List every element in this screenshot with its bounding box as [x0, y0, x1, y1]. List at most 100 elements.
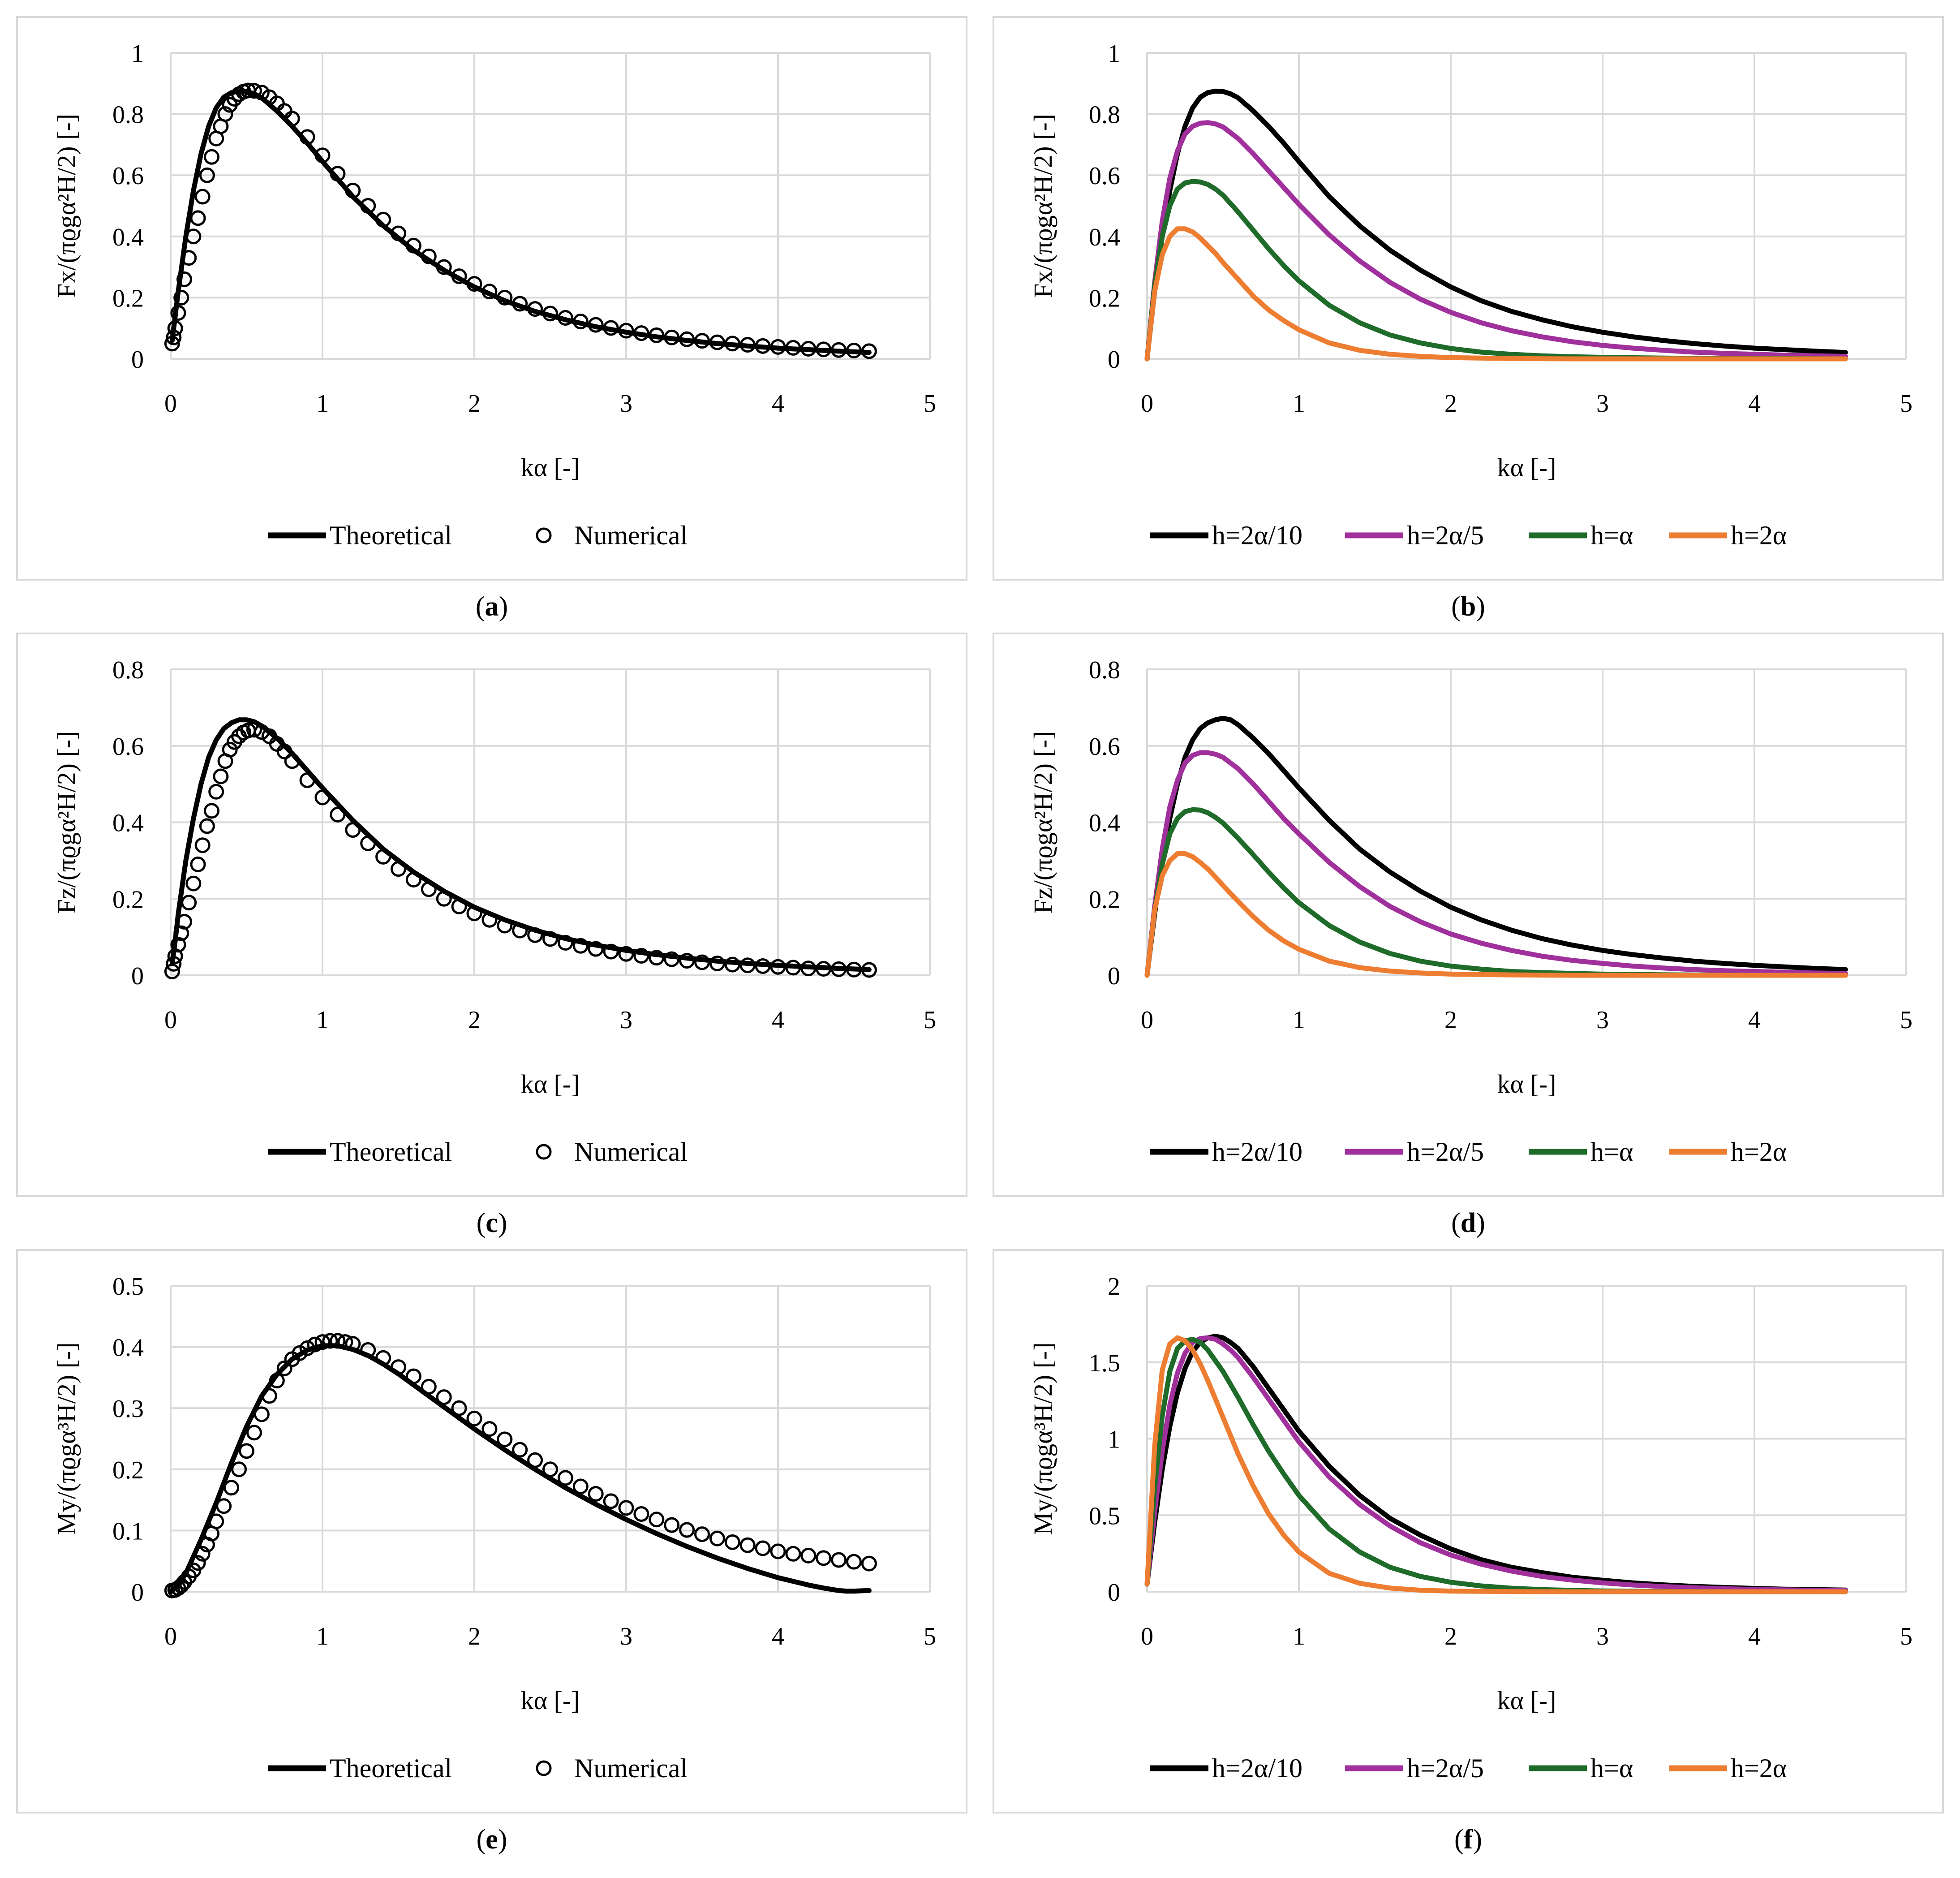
legend-item-h-2--label: h=2α — [1731, 521, 1787, 550]
data-point-numerical — [724, 336, 740, 352]
y-tick-label: 0.8 — [1089, 101, 1120, 129]
chart-panel-d: 0 1 2 3 4 5 0 0.2 0.4 0.6 0.8 kα [-] Fz/(πϱgα²H/2) [… — [993, 633, 1944, 1238]
data-point-numerical — [588, 941, 604, 957]
data-point-numerical — [588, 317, 604, 333]
data-point-numerical — [224, 1480, 240, 1496]
y-tick-label: 1 — [131, 40, 144, 68]
legend-item-h--label: h=α — [1590, 521, 1633, 550]
data-point-numerical — [770, 959, 786, 975]
data-point-numerical — [649, 1512, 665, 1528]
data-point-numerical — [299, 129, 315, 145]
data-point-numerical — [816, 1550, 832, 1566]
data-point-numerical — [572, 938, 589, 954]
y-tick-label: 0.6 — [1089, 162, 1120, 190]
data-point-numerical — [185, 228, 202, 245]
data-point-numerical — [481, 1421, 498, 1437]
legend-item-h-2-10-label: h=2α/10 — [1212, 521, 1302, 550]
y-tick-label: 0.2 — [112, 1456, 144, 1484]
legend-item-h-2-10-label: h=2α/10 — [1212, 1753, 1302, 1783]
x-tick-label: 4 — [772, 1006, 784, 1034]
data-point-numerical — [497, 1431, 513, 1447]
data-point-numerical — [664, 951, 680, 967]
data-point-numerical — [222, 741, 238, 758]
data-point-numerical — [436, 1389, 452, 1405]
y-tick-label: 0.8 — [112, 101, 144, 129]
data-point-numerical — [831, 342, 847, 358]
data-point-numerical — [846, 1554, 862, 1570]
data-point-numerical — [846, 343, 862, 359]
series-group — [1144, 88, 1848, 362]
data-point-numerical — [770, 339, 786, 355]
data-point-numerical — [436, 259, 452, 275]
data-point-numerical — [166, 329, 182, 345]
panel-caption: (a) — [476, 591, 508, 622]
data-point-numerical — [217, 106, 233, 122]
y-tick-label: 0.4 — [112, 224, 144, 251]
x-tick-label: 5 — [1900, 390, 1913, 418]
y-tick-label: 0.4 — [1089, 224, 1120, 251]
legend-item-theoretical-label: Theoretical — [330, 521, 452, 550]
data-point-numerical — [527, 927, 543, 943]
data-point-numerical — [391, 861, 406, 877]
data-point-numerical — [557, 935, 573, 951]
data-point-numerical — [694, 1526, 710, 1542]
y-tick-label: 0.2 — [112, 886, 144, 913]
data-point-numerical — [360, 835, 376, 851]
data-point-numerical — [199, 167, 215, 183]
panel-caption: (d) — [1451, 1208, 1485, 1238]
x-tick-label: 1 — [1293, 1006, 1305, 1034]
data-point-numerical — [572, 1478, 589, 1495]
y-tick-label: 0.2 — [1089, 886, 1120, 913]
data-point-numerical — [557, 1470, 573, 1486]
legend-item-theoretical-label: Theoretical — [330, 1137, 452, 1167]
data-point-numerical — [816, 961, 832, 977]
data-point-numerical — [557, 310, 573, 326]
data-point-numerical — [709, 334, 725, 350]
data-point-numerical — [185, 875, 202, 892]
legend: Theoretical Numerical — [268, 1753, 688, 1783]
data-point-numerical — [208, 784, 224, 800]
panel-frame — [993, 1249, 1944, 1813]
x-tick-label: 2 — [468, 1006, 481, 1034]
x-tick-label: 0 — [1141, 1006, 1153, 1034]
data-point-numerical — [724, 956, 740, 973]
data-point-numerical — [170, 305, 186, 321]
data-point-numerical — [816, 341, 832, 358]
y-tick-label: 2 — [1108, 1273, 1120, 1301]
series-line-h-2- — [1144, 1335, 1848, 1594]
data-point-numerical — [739, 1537, 756, 1553]
series-line-theoretical — [169, 717, 872, 972]
data-point-numerical — [391, 1359, 406, 1375]
data-point-numerical — [421, 248, 437, 264]
data-point-numerical — [527, 1452, 543, 1468]
data-point-numerical — [679, 331, 695, 347]
data-point-numerical — [166, 956, 182, 972]
data-point-numerical — [330, 1333, 346, 1349]
legend-item-h-2-5-label: h=2α/5 — [1407, 521, 1484, 550]
data-point-numerical — [284, 111, 300, 127]
y-tick-label: 0.8 — [112, 656, 144, 684]
chart-panel-b: 0 1 2 3 4 5 0 0.2 0.4 0.6 0.8 1 kα [-] Fx/(πϱgα²H/2) … — [993, 16, 1944, 622]
legend-item-h-2-5-label: h=2α/5 — [1407, 1753, 1484, 1783]
series-line-theoretical — [169, 88, 872, 355]
data-point-numerical — [299, 1340, 315, 1356]
legend-item-numerical-swatch — [536, 1144, 552, 1160]
x-tick-label: 2 — [1444, 1006, 1457, 1034]
y-tick-label: 0.4 — [112, 1334, 144, 1362]
data-point-numerical — [421, 1378, 437, 1395]
x-tick-label: 0 — [1141, 1623, 1153, 1650]
y-axis-title: My/(πϱgα³H/2) [-] — [52, 1342, 81, 1535]
x-tick-label: 5 — [924, 1623, 936, 1650]
series-line-h-2-10 — [1144, 88, 1848, 362]
data-point-numerical — [254, 85, 270, 101]
legend-item-h--label: h=α — [1590, 1137, 1633, 1167]
x-tick-label: 4 — [772, 390, 784, 418]
data-point-numerical — [542, 931, 558, 947]
legend: h=2α/10 h=2α/5 h=α h=2α — [1150, 1753, 1787, 1783]
data-point-numerical — [181, 895, 197, 911]
legend-item-h--label: h=α — [1590, 1753, 1633, 1783]
data-point-numerical — [194, 189, 211, 205]
data-point-numerical — [360, 1342, 376, 1358]
data-point-numerical — [603, 320, 619, 336]
